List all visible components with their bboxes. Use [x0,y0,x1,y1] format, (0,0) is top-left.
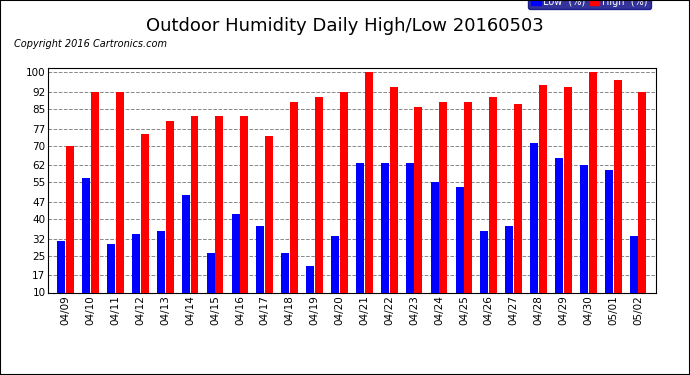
Bar [232,214,239,292]
Bar [464,102,472,292]
Bar [480,231,489,292]
Text: Copyright 2016 Cartronics.com: Copyright 2016 Cartronics.com [14,39,167,50]
Bar [630,236,638,292]
Bar [431,183,439,292]
Bar [306,266,314,292]
Bar [265,136,273,292]
Bar [555,158,563,292]
Bar [514,104,522,292]
Bar [257,226,264,292]
Bar [207,254,215,292]
Bar [340,92,348,292]
Bar [589,72,597,292]
Bar [605,170,613,292]
Bar [190,116,199,292]
Bar [132,234,140,292]
Bar [539,85,547,292]
Bar [82,177,90,292]
Bar [331,236,339,292]
Bar [57,241,66,292]
Bar [455,188,464,292]
Bar [116,92,124,292]
Bar [440,102,447,292]
Bar [66,146,74,292]
Bar [564,87,572,292]
Bar [282,254,289,292]
Bar [415,106,422,292]
Bar [613,80,622,292]
Legend: Low  (%), High  (%): Low (%), High (%) [528,0,651,9]
Bar [638,92,647,292]
Bar [141,134,149,292]
Bar [406,163,414,292]
Bar [157,231,165,292]
Bar [91,92,99,292]
Bar [215,116,224,292]
Bar [181,195,190,292]
Bar [381,163,389,292]
Bar [166,121,174,292]
Bar [315,97,323,292]
Bar [290,102,298,292]
Bar [489,97,497,292]
Bar [240,116,248,292]
Text: Outdoor Humidity Daily High/Low 20160503: Outdoor Humidity Daily High/Low 20160503 [146,17,544,35]
Bar [356,163,364,292]
Bar [365,72,373,292]
Bar [530,143,538,292]
Bar [107,244,115,292]
Bar [505,226,513,292]
Bar [390,87,397,292]
Bar [580,165,588,292]
